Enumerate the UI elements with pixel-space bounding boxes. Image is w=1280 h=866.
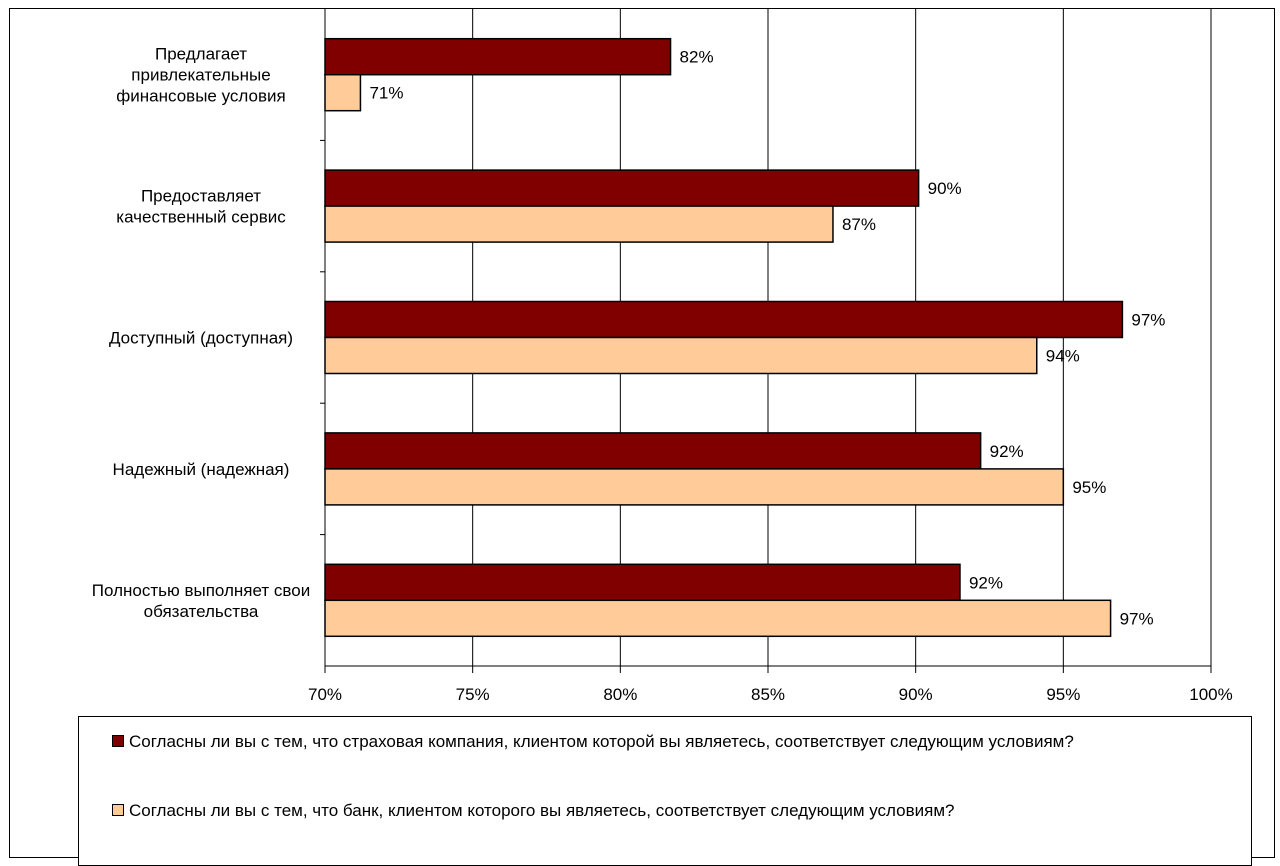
bar-value-label: 92% bbox=[990, 442, 1024, 461]
bar bbox=[324, 300, 1124, 339]
chart-frame: 70% 75% 80% 85% 90% 95% 100% 82% 71% Предлагает пр… bbox=[9, 8, 1275, 866]
bar bbox=[324, 73, 362, 112]
bar bbox=[324, 205, 834, 243]
legend-label: Согласны ли вы с тем, что банк, клиентом… bbox=[129, 801, 955, 820]
category-label: Доступный (доступная) bbox=[109, 329, 293, 348]
category-label: Надежный (надежная) bbox=[113, 460, 290, 479]
bar-chart: 70% 75% 80% 85% 90% 95% 100% 82% 71% Предлагает пр… bbox=[92, 9, 1233, 704]
x-tick-label: 85% bbox=[751, 685, 785, 704]
bar-value-label: 71% bbox=[369, 84, 403, 103]
legend-label: Согласны ли вы с тем, что страховая комп… bbox=[129, 732, 1074, 751]
legend-item: Согласны ли вы с тем, что страховая комп… bbox=[112, 730, 1252, 753]
bar-value-label: 90% bbox=[928, 179, 962, 198]
bar-value-label: 94% bbox=[1046, 347, 1080, 366]
category-label: Полностью выполняет свои bbox=[92, 581, 310, 600]
bar-value-label: 97% bbox=[1120, 609, 1154, 628]
legend: Согласны ли вы с тем, что страховая комп… bbox=[78, 716, 1252, 866]
x-tick-label: 80% bbox=[603, 685, 637, 704]
bar bbox=[324, 468, 1065, 506]
bar-value-label: 97% bbox=[1131, 311, 1165, 330]
x-tick-label: 70% bbox=[308, 685, 342, 704]
bar-value-label: 95% bbox=[1072, 478, 1106, 497]
bar bbox=[324, 599, 1112, 638]
x-tick-label: 90% bbox=[899, 685, 933, 704]
bar-value-label: 87% bbox=[842, 215, 876, 234]
category-label: финансовые условия bbox=[116, 87, 285, 106]
bar bbox=[324, 432, 982, 470]
bar bbox=[324, 563, 961, 602]
bar-value-label: 92% bbox=[969, 573, 1003, 592]
legend-item: Согласны ли вы с тем, что банк, клиентом… bbox=[112, 799, 1252, 822]
bar-value-label: 82% bbox=[680, 48, 714, 67]
bar bbox=[324, 169, 920, 207]
category-label: качественный сервис bbox=[116, 208, 286, 227]
category-label: обязательства bbox=[144, 602, 259, 621]
bar bbox=[324, 37, 672, 76]
x-tick-label: 75% bbox=[456, 685, 490, 704]
legend-swatch bbox=[112, 804, 124, 816]
category-label: Предлагает bbox=[155, 45, 247, 64]
category-label: Предоставляет bbox=[141, 187, 261, 206]
x-tick-label: 95% bbox=[1046, 685, 1080, 704]
legend-swatch bbox=[112, 735, 124, 747]
category-label: привлекательные bbox=[131, 66, 270, 85]
x-tick-label: 100% bbox=[1189, 685, 1232, 704]
bar bbox=[324, 336, 1038, 375]
